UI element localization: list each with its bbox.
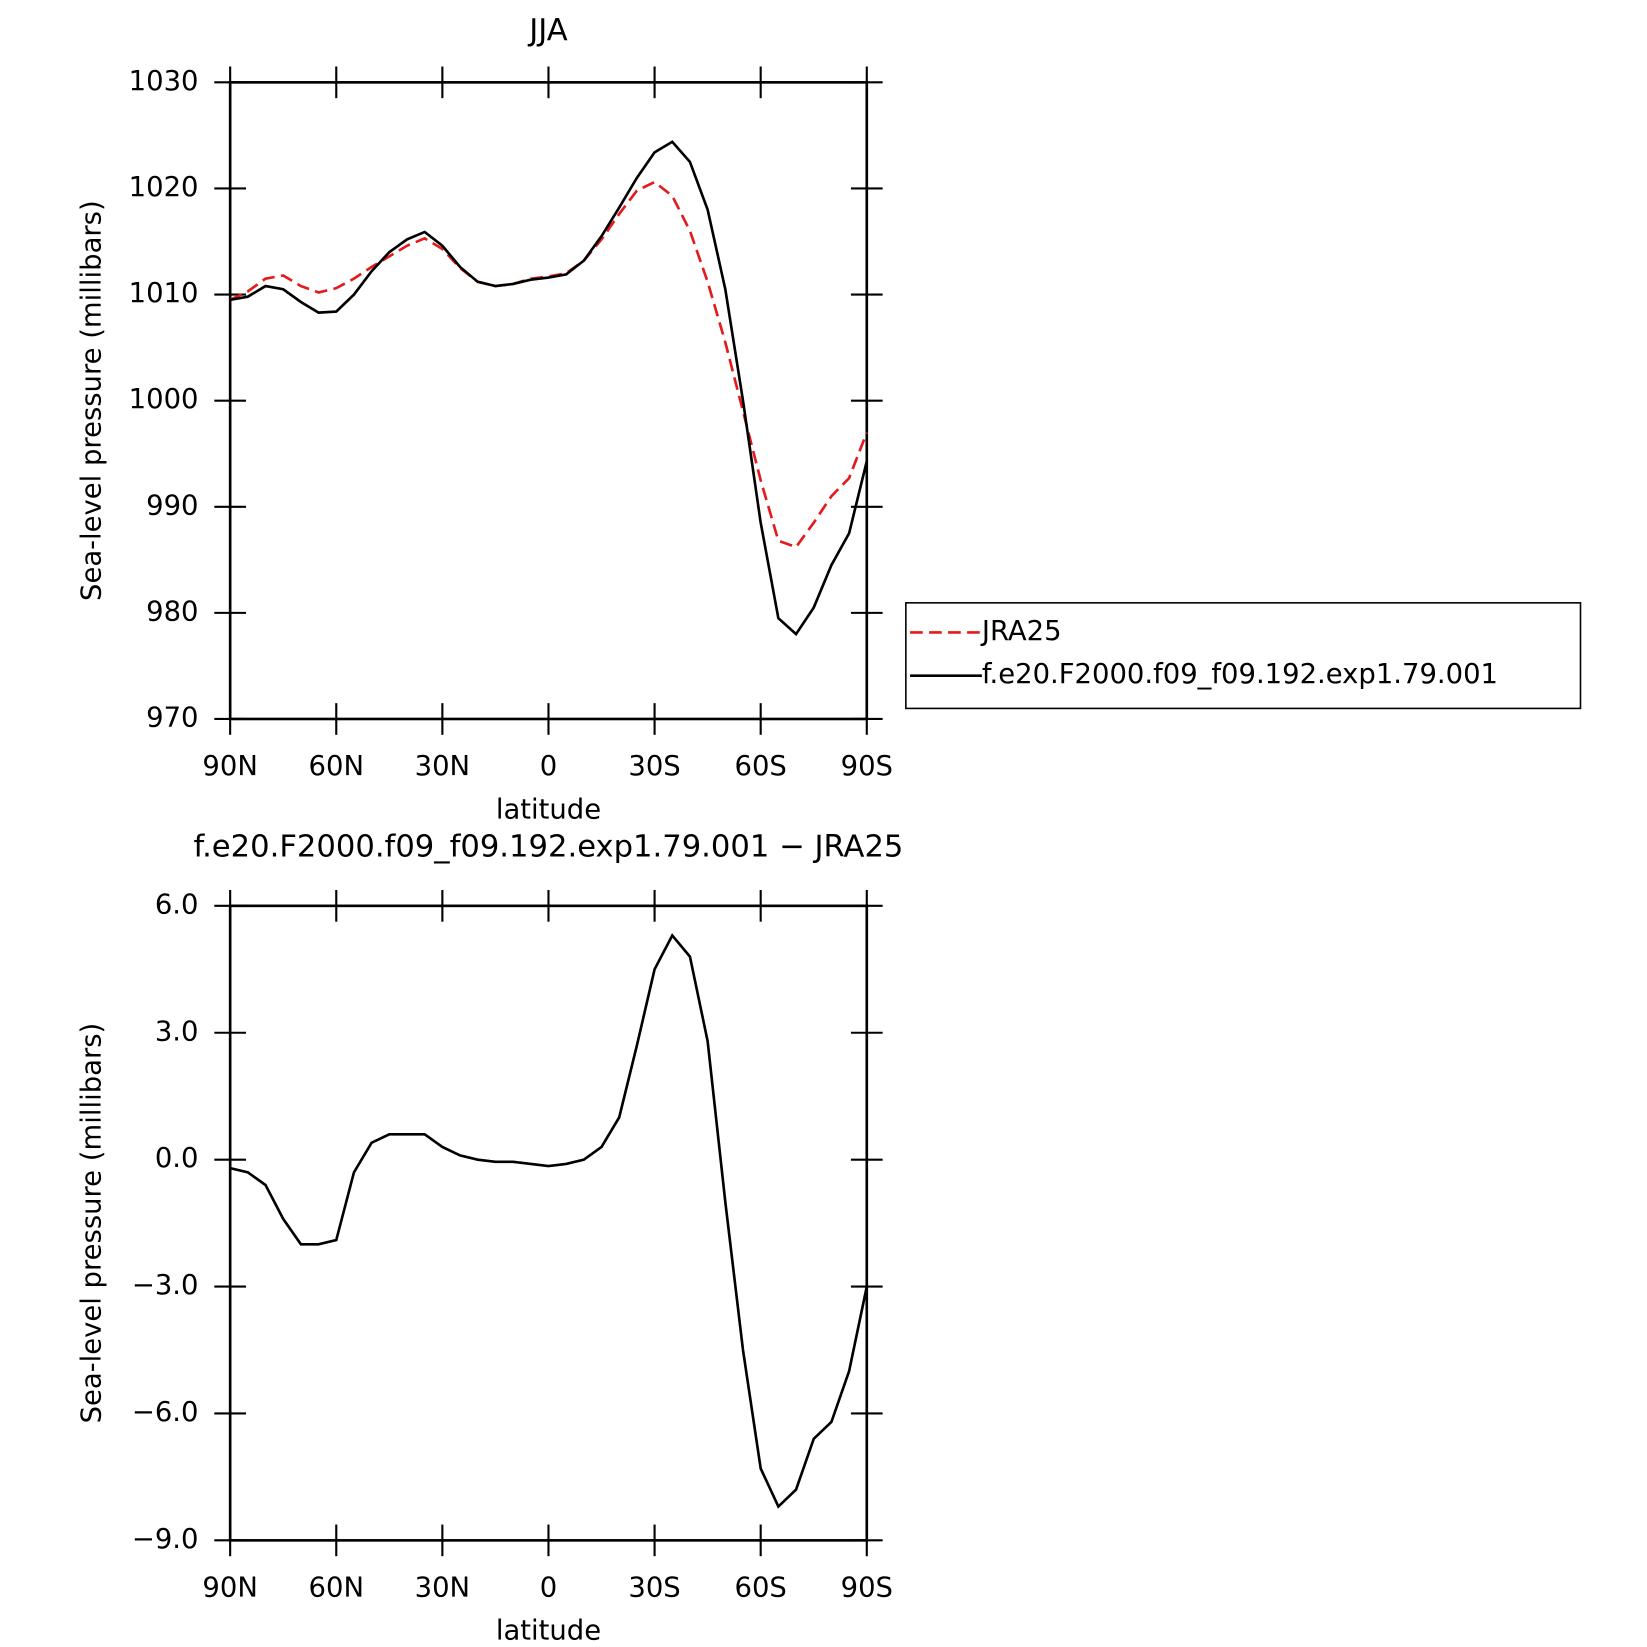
plot-frame bbox=[228, 904, 869, 1542]
x-tick-label: 30N bbox=[415, 1572, 470, 1603]
x-tick-label: 30S bbox=[628, 1572, 680, 1603]
y-axis-label: Sea-level pressure (millibars) bbox=[76, 200, 107, 601]
legend-label: f.e20.F2000.f09_f09.192.exp1.79.001 bbox=[982, 659, 1498, 690]
data-line bbox=[229, 180, 869, 549]
y-tick-label: 990 bbox=[146, 490, 198, 521]
y-tick-label: 0.0 bbox=[155, 1143, 199, 1174]
x-tick-label: 60N bbox=[309, 1572, 364, 1603]
legend-box bbox=[905, 602, 1582, 710]
x-tick-label: 90N bbox=[202, 1572, 257, 1603]
y-tick-label: 3.0 bbox=[155, 1016, 199, 1047]
legend-label: JRA25 bbox=[980, 616, 1062, 647]
x-tick-label: 60S bbox=[735, 751, 787, 782]
data-line bbox=[229, 933, 869, 1509]
y-tick-label: 970 bbox=[146, 702, 198, 733]
x-tick-label: 0 bbox=[540, 1572, 557, 1603]
chart-title: JJA bbox=[527, 13, 568, 48]
y-tick-label: −6.0 bbox=[132, 1397, 199, 1428]
x-tick-label: 30N bbox=[415, 751, 470, 782]
x-tick-label: 90S bbox=[841, 1572, 893, 1603]
x-axis-label: latitude bbox=[496, 794, 601, 825]
y-tick-label: 1020 bbox=[129, 172, 199, 203]
x-tick-label: 0 bbox=[540, 751, 557, 782]
chart-title: f.e20.F2000.f09_f09.192.exp1.79.001 − JR… bbox=[194, 829, 904, 864]
x-tick-label: 90S bbox=[841, 751, 893, 782]
data-line bbox=[229, 140, 869, 637]
y-tick-label: 6.0 bbox=[155, 889, 199, 920]
x-axis-label: latitude bbox=[496, 1616, 601, 1647]
y-tick-label: 1010 bbox=[129, 278, 199, 309]
y-axis-label: Sea-level pressure (millibars) bbox=[76, 1023, 107, 1424]
y-tick-label: −3.0 bbox=[132, 1270, 199, 1301]
plot-frame bbox=[228, 81, 869, 721]
x-tick-label: 60N bbox=[309, 751, 364, 782]
y-tick-label: 1030 bbox=[129, 66, 199, 97]
y-tick-label: 1000 bbox=[129, 384, 199, 415]
x-tick-label: 90N bbox=[202, 751, 257, 782]
x-tick-label: 60S bbox=[735, 1572, 787, 1603]
y-tick-label: 980 bbox=[146, 596, 198, 627]
x-tick-label: 30S bbox=[628, 751, 680, 782]
y-tick-label: −9.0 bbox=[132, 1524, 199, 1555]
